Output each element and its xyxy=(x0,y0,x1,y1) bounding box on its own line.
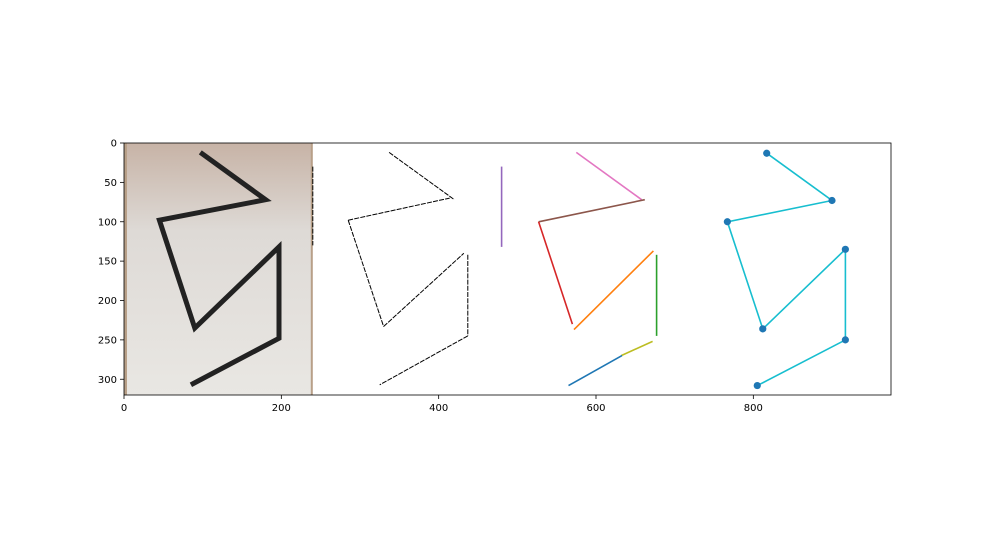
edge-segment xyxy=(383,252,465,327)
detected-line-segment xyxy=(537,221,574,325)
edge-detection-panel xyxy=(312,151,469,386)
y-tick-label: 250 xyxy=(98,335,117,346)
edge-segment xyxy=(379,335,469,386)
detected-line-segment xyxy=(573,250,654,331)
polyline-vertex-point xyxy=(753,381,761,390)
edge-segment xyxy=(348,197,450,221)
fitted-polyline xyxy=(726,152,847,387)
detected-line-segment xyxy=(575,151,643,201)
polyline-vertex-point xyxy=(723,218,731,226)
x-axis-ticks: 0 200 400 600 800 xyxy=(121,395,763,414)
polyline-panel xyxy=(723,149,849,390)
edge-segment xyxy=(347,220,385,327)
photo-panel xyxy=(124,143,313,395)
polyline-vertex-point xyxy=(763,149,771,157)
edge-segment xyxy=(388,151,455,201)
detected-line-segment xyxy=(538,198,645,223)
line-segments-panel xyxy=(500,151,658,387)
y-tick-label: 300 xyxy=(98,375,117,386)
axes-frame xyxy=(123,142,892,396)
polyline-vertex-point xyxy=(828,196,836,205)
plot-area xyxy=(124,143,849,395)
x-tick-label: 800 xyxy=(744,403,763,414)
polyline-vertex-point xyxy=(759,325,767,333)
polyline-vertex-point xyxy=(841,245,849,253)
polyline-vertex-point xyxy=(841,336,849,344)
photo-paper-sheet xyxy=(127,143,311,395)
detected-line-segment xyxy=(620,340,653,357)
y-tick-label: 200 xyxy=(98,296,117,307)
x-tick-label: 600 xyxy=(586,403,605,414)
detected-line-segment xyxy=(568,354,623,387)
x-tick-label: 0 xyxy=(121,403,127,414)
y-tick-label: 100 xyxy=(98,217,117,228)
y-tick-label: 0 xyxy=(111,139,117,150)
y-tick-label: 150 xyxy=(98,257,117,268)
y-axis-ticks: 0 50 100 150 200 250 300 xyxy=(98,139,124,386)
y-tick-label: 50 xyxy=(104,178,117,189)
photo-drawn-marker-line xyxy=(156,150,282,388)
x-tick-label: 200 xyxy=(272,403,291,414)
x-tick-label: 400 xyxy=(429,403,448,414)
